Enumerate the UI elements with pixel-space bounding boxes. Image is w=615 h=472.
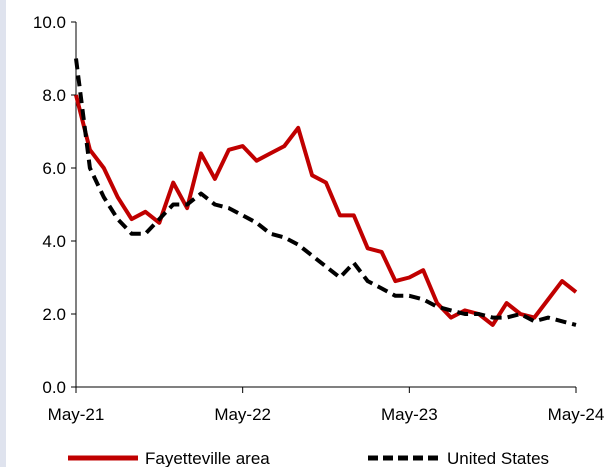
legend-label-fayetteville: Fayetteville area — [145, 449, 270, 467]
chart-axes: 0.0 2.0 4.0 6.0 8.0 10.0 May-21 May-22 May-23 May… — [33, 13, 604, 424]
y-tick-label: 2.0 — [42, 305, 66, 324]
series-layer — [74, 58, 578, 327]
series-line-united-states — [74, 58, 577, 327]
y-tick-label: 4.0 — [42, 232, 66, 251]
chart-legend: Fayetteville area United States — [68, 449, 549, 468]
x-tick-label: May-21 — [48, 405, 105, 424]
y-tick-label: 6.0 — [42, 159, 66, 178]
x-tick-label: May-23 — [381, 405, 438, 424]
legend-label-united-states: United States — [447, 449, 549, 467]
y-tick-label: 0.0 — [42, 378, 66, 397]
left-border-strip — [0, 0, 6, 467]
y-tick-label: 10.0 — [33, 13, 66, 32]
series-line-fayetteville — [74, 94, 578, 327]
x-tick-label: May-24 — [548, 405, 605, 424]
x-tick-label: May-22 — [214, 405, 271, 424]
y-tick-label: 8.0 — [42, 86, 66, 105]
